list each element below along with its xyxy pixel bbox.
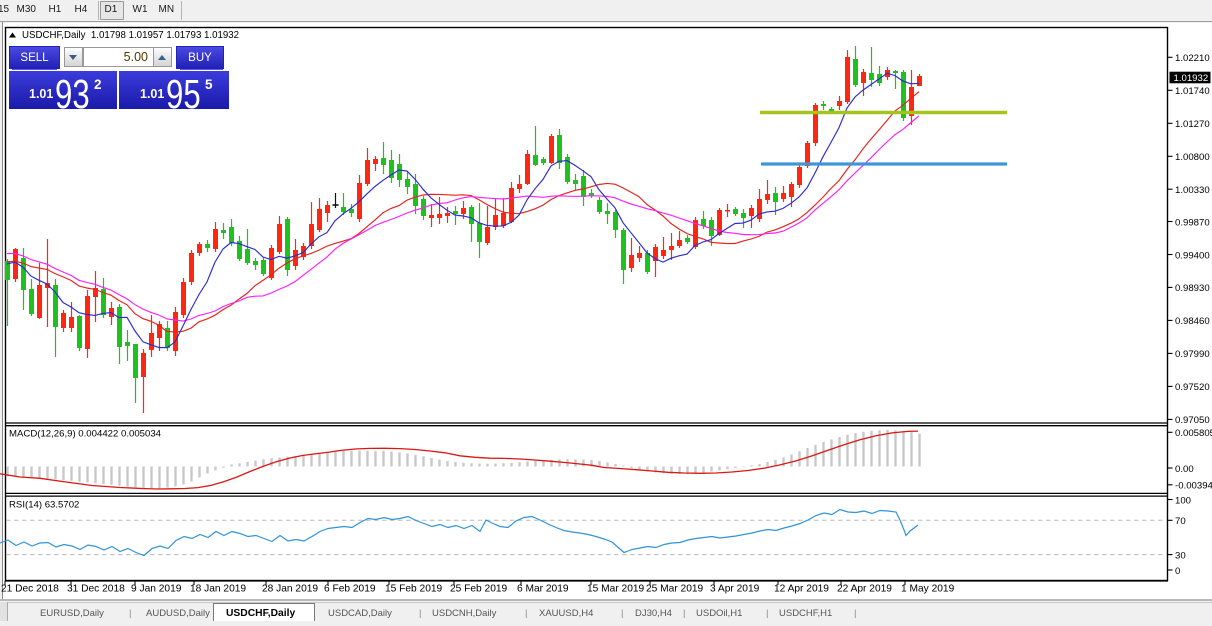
svg-text:12 Apr 2019: 12 Apr 2019 [774, 584, 829, 595]
svg-text:0.005805: 0.005805 [1175, 428, 1212, 439]
svg-text:0.97050: 0.97050 [1175, 415, 1210, 426]
svg-text:15 Mar 2019: 15 Mar 2019 [587, 584, 645, 595]
svg-text:6 Feb 2019: 6 Feb 2019 [324, 584, 376, 595]
svg-text:0.98460: 0.98460 [1175, 316, 1210, 327]
svg-text:31 Dec 2018: 31 Dec 2018 [67, 584, 125, 595]
svg-text:1.01270: 1.01270 [1175, 119, 1210, 130]
svg-text:0.97520: 0.97520 [1175, 382, 1210, 393]
svg-text:0.98930: 0.98930 [1175, 283, 1210, 294]
svg-text:1.00800: 1.00800 [1175, 152, 1210, 163]
svg-text:1.01740: 1.01740 [1175, 86, 1210, 97]
svg-text:0.97990: 0.97990 [1175, 349, 1210, 360]
svg-text:30: 30 [1175, 550, 1186, 561]
svg-text:0.99870: 0.99870 [1175, 217, 1210, 228]
svg-text:22 Apr 2019: 22 Apr 2019 [837, 584, 892, 595]
svg-text:RSI(14) 63.5702: RSI(14) 63.5702 [9, 500, 79, 511]
svg-text:1.02210: 1.02210 [1175, 53, 1210, 64]
svg-text:25 Mar 2019: 25 Mar 2019 [646, 584, 704, 595]
svg-text:MACD(12,26,9) 0.004422 0.00503: MACD(12,26,9) 0.004422 0.005034 [9, 429, 162, 440]
svg-text:25 Feb 2019: 25 Feb 2019 [450, 584, 508, 595]
svg-text:21 Dec 2018: 21 Dec 2018 [1, 584, 59, 595]
svg-text:-0.003945: -0.003945 [1175, 481, 1212, 492]
svg-text:1 May 2019: 1 May 2019 [901, 584, 955, 595]
svg-text:0: 0 [1175, 566, 1180, 577]
svg-text:3 Apr 2019: 3 Apr 2019 [710, 584, 760, 595]
svg-text:18 Jan 2019: 18 Jan 2019 [190, 584, 246, 595]
svg-text:6 Mar 2019: 6 Mar 2019 [517, 584, 569, 595]
svg-text:15 Feb 2019: 15 Feb 2019 [385, 584, 443, 595]
svg-text:USDCHF,Daily 1.01798 1.01957: USDCHF,Daily 1.01798 1.01957 1.01793 1.0… [22, 30, 239, 41]
svg-text:28 Jan 2019: 28 Jan 2019 [262, 584, 318, 595]
svg-text:1.01932: 1.01932 [1174, 73, 1209, 84]
svg-text:70: 70 [1175, 516, 1186, 527]
svg-text:0.00: 0.00 [1175, 464, 1194, 475]
svg-text:0.99400: 0.99400 [1175, 250, 1210, 261]
svg-text:100: 100 [1175, 495, 1191, 506]
svg-text:1.00330: 1.00330 [1175, 185, 1210, 196]
svg-text:9 Jan 2019: 9 Jan 2019 [131, 584, 182, 595]
